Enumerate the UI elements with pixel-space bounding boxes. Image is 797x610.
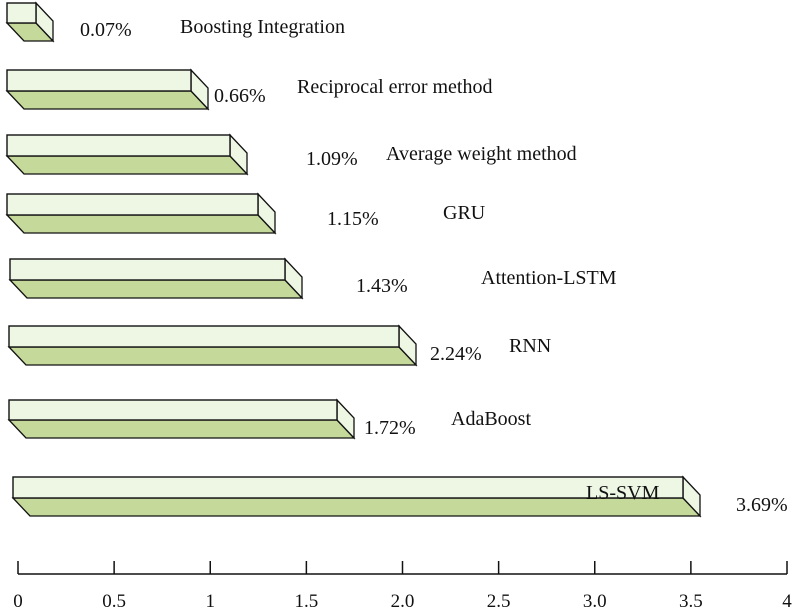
- bar-bottom-face: [7, 346, 418, 366]
- bar-gru: [5, 192, 277, 235]
- value-label-boosting-integration: 0.07%: [80, 19, 132, 41]
- x-tick-label: 1: [206, 591, 216, 610]
- bar-bottom-face: [5, 214, 277, 234]
- category-label-average-weight-method: Average weight method: [386, 143, 577, 165]
- value-label-average-weight-method: 1.09%: [306, 148, 358, 170]
- value-label-attention-lstm: 1.43%: [356, 275, 408, 297]
- bar-front-face: [6, 2, 37, 24]
- category-label-boosting-integration: Boosting Integration: [180, 16, 345, 38]
- bar-attention-lstm: [8, 257, 304, 300]
- x-axis: 0 0.5 1 1.5 2.0 2.5 3.0 3.5 4: [13, 561, 792, 610]
- x-tick-label: 0: [13, 591, 23, 610]
- x-tick-label: 3.5: [679, 591, 703, 610]
- bar-adaboost: [7, 398, 356, 440]
- bar-front-face: [6, 193, 259, 216]
- category-label-rnn: RNN: [509, 335, 551, 357]
- bar-average-weight-method: [5, 133, 249, 176]
- x-tick-label: 2.5: [487, 591, 511, 610]
- bar-ls-svm: [11, 475, 702, 518]
- x-tick-label: 1.5: [295, 591, 319, 610]
- x-tick-label: 2.0: [391, 591, 415, 610]
- bar-front-face: [6, 69, 192, 92]
- bar-front-face: [8, 399, 338, 421]
- x-tick-label: 0.5: [102, 591, 126, 610]
- value-label-reciprocal-error-method: 0.66%: [214, 85, 266, 107]
- value-label-gru: 1.15%: [327, 208, 379, 230]
- bar-bottom-face: [5, 90, 210, 110]
- value-label-ls-svm: 3.69%: [736, 494, 788, 516]
- x-tick-label: 3.0: [583, 591, 607, 610]
- value-label-rnn: 2.24%: [430, 343, 482, 365]
- bar-bottom-face: [7, 419, 356, 439]
- bar-bottom-face: [8, 279, 304, 299]
- bar-rnn: [7, 324, 418, 367]
- category-label-adaboost: AdaBoost: [451, 408, 531, 430]
- category-label-ls-svm: LS-SVM: [586, 482, 660, 504]
- bar-front-face: [6, 134, 231, 157]
- bars-group: [5, 1, 702, 518]
- bar-reciprocal-error-method: [5, 68, 210, 111]
- bar-front-face: [8, 325, 400, 348]
- bar-bottom-face: [5, 155, 249, 175]
- bar-front-face: [12, 476, 684, 499]
- x-tick-label: 4: [782, 591, 792, 610]
- bar-boosting-integration: [5, 1, 55, 43]
- category-label-reciprocal-error-method: Reciprocal error method: [297, 76, 492, 98]
- category-label-attention-lstm: Attention-LSTM: [481, 267, 617, 289]
- labels-group: 0.07% Boosting Integration 0.66% Reciprocal…: [80, 16, 788, 516]
- bar-front-face: [9, 258, 286, 281]
- category-label-gru: GRU: [443, 202, 486, 224]
- value-label-adaboost: 1.72%: [364, 417, 416, 439]
